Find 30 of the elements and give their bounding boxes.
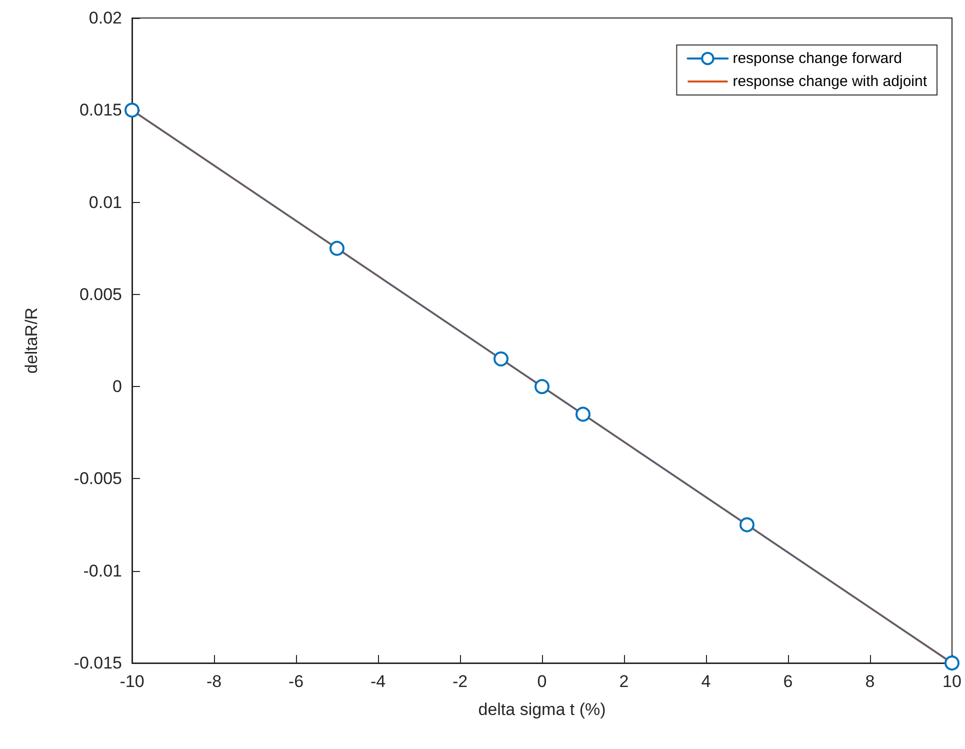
y-tick-label: -0.015 (74, 654, 122, 672)
point (576, 406, 590, 422)
point (330, 240, 344, 256)
y-tick-label: 0.005 (79, 284, 122, 304)
x-tick-label: 4 (701, 672, 711, 691)
point (740, 517, 754, 532)
y-tick-label: 0.02 (88, 8, 122, 28)
x-tick-label: 6 (783, 672, 793, 691)
legend-label: response change with adjoint (732, 73, 928, 90)
point (534, 379, 550, 394)
point (124, 102, 140, 118)
legend-label: response change forward (732, 50, 902, 67)
point (944, 656, 960, 670)
x-tick-label: -6 (288, 672, 304, 691)
x-tick-label: -4 (370, 672, 386, 691)
x-tick-label: 0 (537, 672, 547, 691)
x-tick-label: -2 (452, 672, 468, 691)
x-tick-label: 2 (619, 672, 629, 691)
x-tick-label: 10 (942, 672, 962, 691)
x-tick-label: 8 (865, 672, 875, 691)
y-tick-label: -0.005 (74, 469, 122, 488)
y-tick-label: -0.01 (83, 561, 122, 580)
y-axis-title: deltaR/R (22, 307, 41, 374)
x-axis-title: delta sigma t (%) (478, 700, 606, 719)
y-tick-label: 0.015 (79, 100, 122, 120)
x-tick-label: -8 (206, 672, 222, 691)
y-tick-label: 0 (112, 377, 122, 396)
y-tick-label: 0.01 (88, 192, 122, 212)
x-tick-label: -10 (120, 672, 144, 691)
point (494, 351, 508, 366)
